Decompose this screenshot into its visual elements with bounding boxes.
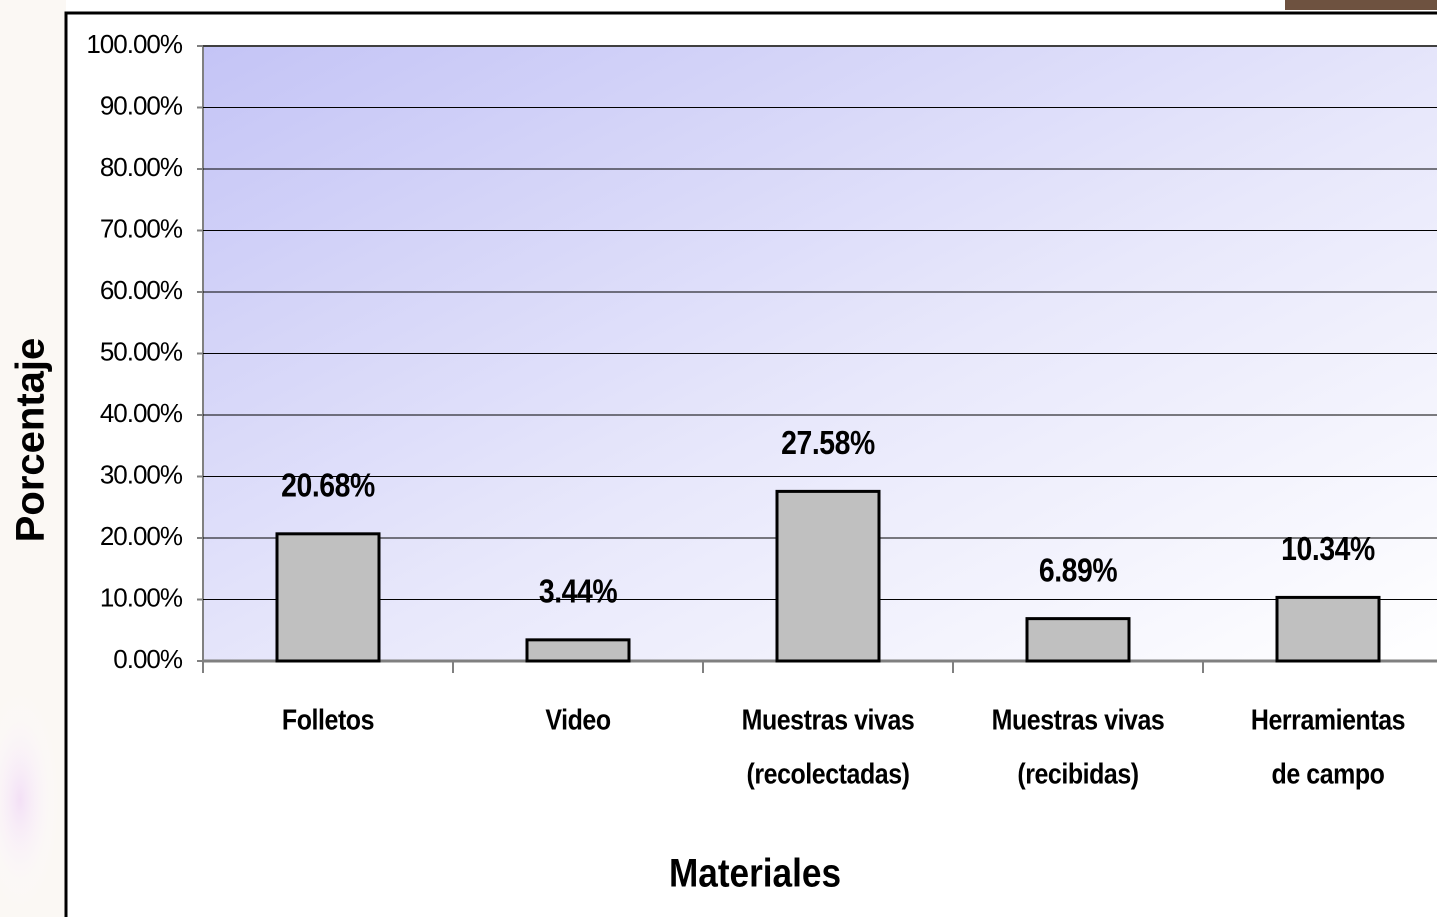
value-label: 6.89% [1039, 551, 1117, 589]
x-tick-label: (recolectadas) [747, 758, 910, 790]
y-tick-label: 50.00% [100, 336, 183, 366]
x-tick-label: Muestras vivas [742, 704, 915, 736]
bar [275, 532, 381, 663]
y-tick-label: 20.00% [100, 521, 183, 551]
x-tick-label: Video [545, 704, 610, 736]
bar [775, 489, 881, 663]
y-tick-label: 30.00% [100, 459, 183, 489]
x-axis-title: Materiales [669, 850, 841, 895]
value-label: 3.44% [539, 573, 617, 611]
bar [1025, 617, 1131, 663]
y-tick-label: 80.00% [100, 152, 183, 182]
y-tick-label: 40.00% [100, 398, 183, 428]
value-label: 20.68% [281, 467, 375, 505]
x-tick-label: Herramientas [1251, 704, 1405, 736]
x-tick-label: Muestras vivas [992, 704, 1165, 736]
x-tick-label: de campo [1272, 758, 1385, 790]
y-tick-label: 60.00% [100, 275, 183, 305]
y-tick-label: 100.00% [86, 29, 183, 59]
y-tick-label: 10.00% [100, 582, 183, 612]
value-label: 10.34% [1281, 530, 1375, 568]
corner-decoration [1285, 0, 1437, 10]
y-axis-title: Porcentaje [9, 338, 53, 543]
value-label: 27.58% [781, 424, 875, 462]
x-tick-label: (recibidas) [1017, 758, 1138, 790]
y-tick-label: 70.00% [100, 213, 183, 243]
bar [1275, 595, 1381, 663]
y-tick-label: 90.00% [100, 90, 183, 120]
bar [525, 638, 631, 663]
x-tick-label: Folletos [282, 704, 374, 736]
side-decoration [0, 690, 60, 910]
y-tick-label: 0.00% [113, 644, 183, 674]
